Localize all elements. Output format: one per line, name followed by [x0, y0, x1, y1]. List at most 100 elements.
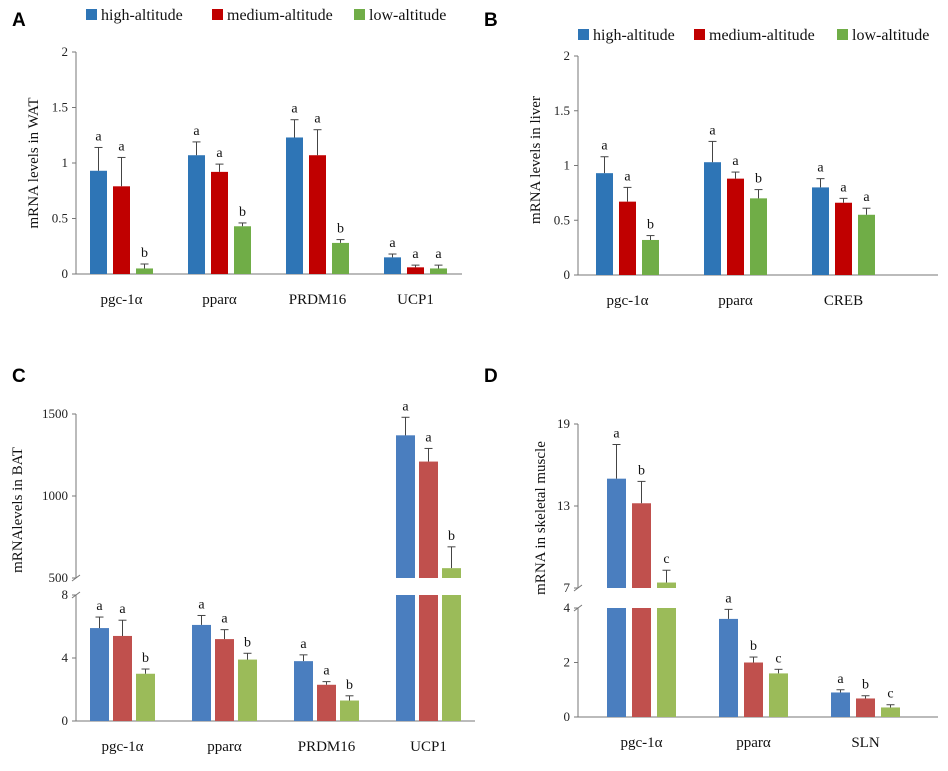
x-category-label: pparα — [736, 735, 771, 751]
significance-label: a — [291, 102, 298, 117]
bar — [727, 178, 744, 275]
bar — [286, 137, 303, 274]
significance-label: c — [775, 651, 781, 666]
y-tick-label: 0 — [564, 267, 571, 282]
bar — [188, 155, 205, 274]
y-tick-label: 0.5 — [52, 211, 68, 226]
bar-lower-segment — [419, 595, 438, 721]
significance-label: a — [119, 602, 126, 617]
bar — [812, 187, 829, 275]
y-tick-label: 0.5 — [554, 212, 570, 227]
x-category-label: UCP1 — [397, 292, 434, 308]
y-tick-label: 4 — [62, 650, 69, 665]
significance-label: b — [647, 218, 654, 233]
legend-swatch-high — [86, 9, 97, 20]
legend-label-high: high-altitude — [101, 7, 183, 24]
chart-bat: 0 4 8 500 1000 1500 a a b pgc-1α a a b pparα a a b PRDM16… — [42, 399, 475, 755]
bar — [632, 503, 651, 588]
bar — [396, 435, 415, 578]
significance-label: a — [425, 430, 432, 445]
significance-label: a — [95, 129, 102, 144]
x-category-label: pgc-1α — [100, 292, 142, 308]
panel-label-d: D — [484, 366, 498, 387]
significance-label: a — [96, 599, 103, 614]
x-category-label: pgc-1α — [606, 293, 648, 309]
bar-lower-segment — [396, 595, 415, 721]
bar — [309, 155, 326, 274]
x-category-label: CREB — [824, 293, 863, 309]
y-tick-label: 1500 — [42, 406, 68, 421]
significance-label: a — [118, 139, 125, 154]
bar-lower-segment — [442, 595, 461, 721]
y-tick-label: 0 — [62, 713, 69, 728]
y-tick-label: 1000 — [42, 488, 68, 503]
legend-swatch-medium — [212, 9, 223, 20]
bar — [113, 635, 132, 721]
bar — [430, 268, 447, 274]
bar — [881, 707, 900, 717]
chart-wat: 0 0.5 1 1.5 2 a a b pgc-1α a a b pparα a a b PRDM16 a a a UC… — [52, 44, 462, 308]
bar — [607, 478, 626, 588]
bar — [384, 257, 401, 274]
significance-label: a — [725, 591, 732, 606]
y-tick-label: 1 — [564, 158, 571, 173]
significance-label: b — [141, 246, 148, 261]
bar — [211, 171, 228, 274]
bar — [750, 198, 767, 275]
legend-swatch-medium — [694, 29, 705, 40]
bar — [192, 624, 211, 721]
x-category-label: SLN — [851, 735, 880, 751]
y-tick-label: 19 — [557, 416, 570, 431]
bar — [442, 568, 461, 578]
legend-a: high-altitude medium-altitude low-altitu… — [86, 7, 446, 24]
significance-label: b — [750, 639, 757, 654]
bar — [113, 186, 130, 274]
bar — [317, 684, 336, 721]
significance-label: a — [221, 612, 228, 627]
y-axis-title-a: mRNA levels in WAT — [26, 98, 42, 229]
bar — [858, 214, 875, 275]
chart-liver: 0 0.5 1 1.5 2 a a b pgc-1α a a b pparα a a a CREB — [554, 48, 938, 309]
significance-label: a — [863, 190, 870, 205]
x-category-label: pparα — [207, 739, 242, 755]
y-tick-label: 1.5 — [554, 103, 570, 118]
chart-skeletal-muscle: 0 2 4 7 13 19 a b c pgc-1α a b c pparα a b c SLN — [557, 416, 938, 751]
significance-label: a — [732, 154, 739, 169]
significance-label: b — [638, 463, 645, 478]
bar — [719, 618, 738, 717]
x-category-label: PRDM16 — [298, 739, 356, 755]
bar — [744, 662, 763, 717]
x-category-label: pgc-1α — [620, 735, 662, 751]
bar — [831, 692, 850, 717]
legend-swatch-high — [578, 29, 589, 40]
bar — [704, 162, 721, 275]
x-category-label: pparα — [718, 293, 753, 309]
significance-label: b — [142, 651, 149, 666]
significance-label: a — [198, 597, 205, 612]
legend-label-low: low-altitude — [369, 7, 446, 24]
bar — [340, 700, 359, 721]
panel-label-b: B — [484, 10, 498, 31]
significance-label: a — [300, 637, 307, 652]
significance-label: b — [244, 635, 251, 650]
bar — [769, 673, 788, 717]
significance-label: a — [613, 427, 620, 442]
y-tick-label: 2 — [564, 655, 571, 670]
bar — [136, 673, 155, 721]
bar — [419, 461, 438, 578]
significance-label: a — [837, 672, 844, 687]
bar — [332, 242, 349, 274]
significance-label: b — [862, 678, 869, 693]
legend-b: high-altitude medium-altitude low-altitu… — [578, 27, 929, 44]
x-category-label: pgc-1α — [101, 739, 143, 755]
significance-label: a — [709, 123, 716, 138]
significance-label: b — [346, 678, 353, 693]
significance-label: b — [448, 529, 455, 544]
bar-lower-segment — [632, 608, 651, 717]
y-tick-label: 1 — [62, 155, 69, 170]
significance-label: a — [402, 399, 409, 414]
bar — [90, 628, 109, 721]
bar — [407, 267, 424, 274]
y-tick-label: 1.5 — [52, 100, 68, 115]
